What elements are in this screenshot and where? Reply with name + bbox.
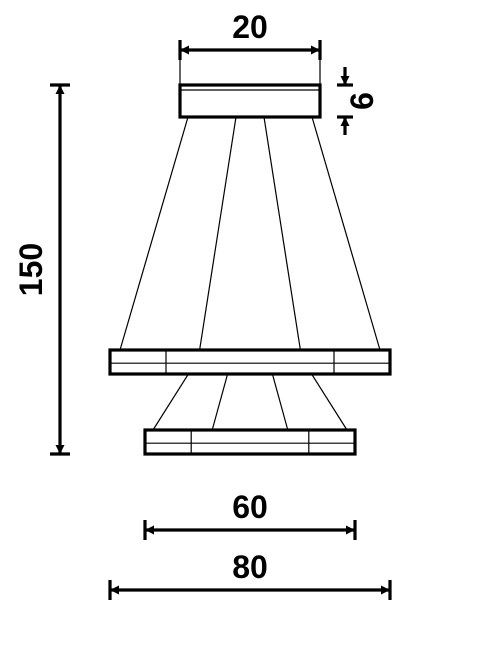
- dimension-label: 80: [232, 549, 268, 585]
- dimension-label: 60: [232, 489, 268, 525]
- dimension-label: 20: [232, 9, 268, 45]
- dimension-label: 150: [13, 243, 49, 296]
- pendant-lamp-dimension-drawing: 20 6 150 60 80: [0, 0, 500, 650]
- dimension-label: 6: [344, 92, 380, 110]
